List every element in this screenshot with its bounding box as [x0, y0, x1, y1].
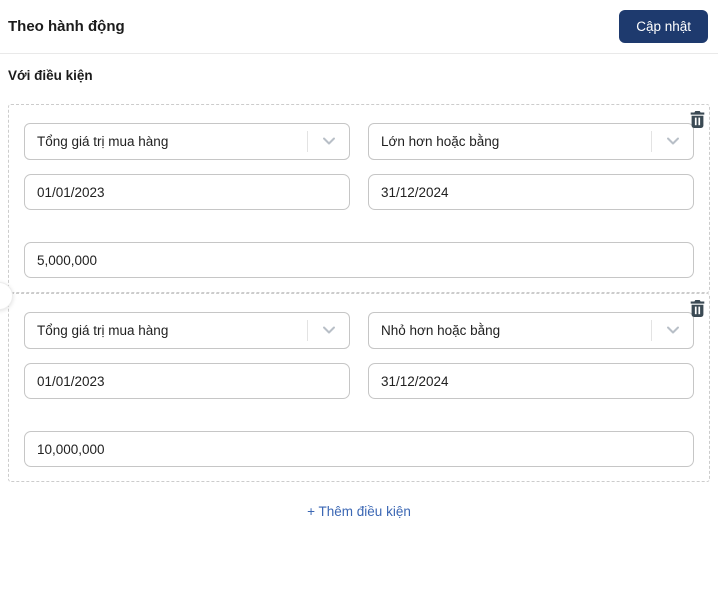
conditions-list: Tổng giá trị mua hàng Lớn hơn hoặc bằng	[0, 104, 710, 482]
operator-select-value: Nhỏ hơn hoặc bằng	[381, 323, 501, 338]
chevron-down-icon	[307, 320, 349, 341]
condition-block-1: Tổng giá trị mua hàng Lớn hơn hoặc bằng	[8, 104, 710, 293]
start-date-input[interactable]	[24, 174, 350, 210]
operator-select[interactable]: Lớn hơn hoặc bằng	[368, 123, 694, 160]
trash-icon	[690, 110, 704, 128]
amount-input[interactable]	[24, 431, 694, 467]
delete-condition-button[interactable]	[688, 298, 706, 318]
trash-icon	[690, 299, 704, 317]
header-divider	[0, 53, 718, 54]
field-select-value: Tổng giá trị mua hàng	[37, 134, 169, 149]
add-condition-link[interactable]: + Thêm điều kiện	[307, 504, 411, 519]
condition-dates-row	[24, 363, 694, 399]
condition-dates-row	[24, 174, 694, 210]
header: Theo hành động Cập nhật	[0, 0, 718, 43]
end-date-input[interactable]	[368, 174, 694, 210]
field-select[interactable]: Tổng giá trị mua hàng	[24, 123, 350, 160]
amount-input[interactable]	[24, 242, 694, 278]
chevron-down-icon	[307, 131, 349, 152]
chevron-down-icon	[651, 131, 693, 152]
update-button[interactable]: Cập nhật	[619, 10, 708, 43]
field-select[interactable]: Tổng giá trị mua hàng	[24, 312, 350, 349]
page-title: Theo hành động	[8, 18, 125, 35]
delete-condition-button[interactable]	[688, 109, 706, 129]
condition-value-row	[24, 242, 694, 278]
condition-block-2: Tổng giá trị mua hàng Nhỏ hơn hoặc bằng	[8, 293, 710, 482]
condition-selects-row: Tổng giá trị mua hàng Nhỏ hơn hoặc bằng	[24, 312, 694, 349]
add-condition-row: + Thêm điều kiện	[0, 503, 718, 521]
operator-select-value: Lớn hơn hoặc bằng	[381, 134, 500, 149]
condition-selects-row: Tổng giá trị mua hàng Lớn hơn hoặc bằng	[24, 123, 694, 160]
chevron-down-icon	[651, 320, 693, 341]
operator-select[interactable]: Nhỏ hơn hoặc bằng	[368, 312, 694, 349]
condition-value-row	[24, 431, 694, 467]
end-date-input[interactable]	[368, 363, 694, 399]
start-date-input[interactable]	[24, 363, 350, 399]
condition-section-label: Với điều kiện	[8, 68, 93, 83]
field-select-value: Tổng giá trị mua hàng	[37, 323, 169, 338]
